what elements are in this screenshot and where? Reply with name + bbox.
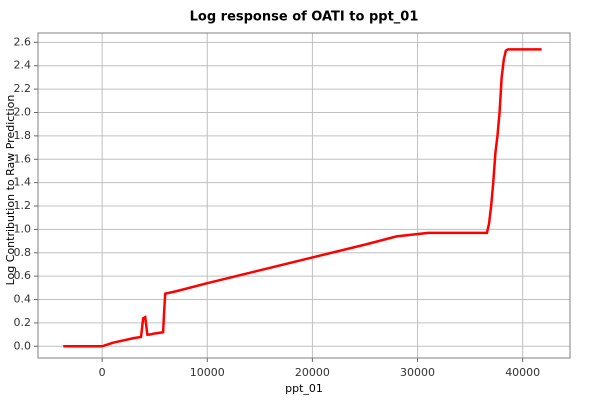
x-tick-label: 10000 bbox=[190, 366, 225, 379]
y-tick-label: 2.4 bbox=[14, 59, 32, 72]
x-tick-label: 20000 bbox=[295, 366, 330, 379]
y-tick-label: 1.4 bbox=[14, 176, 32, 189]
y-tick-label: 0.4 bbox=[14, 293, 32, 306]
y-tick-label: 1.2 bbox=[14, 199, 32, 212]
x-axis-label: ppt_01 bbox=[285, 382, 323, 395]
chart-title: Log response of OATI to ppt_01 bbox=[190, 10, 419, 25]
y-tick-label: 1.6 bbox=[14, 152, 32, 165]
y-tick-label: 2.2 bbox=[14, 82, 32, 95]
y-tick-label: 1.0 bbox=[14, 222, 32, 235]
y-tick-label: 0.6 bbox=[14, 269, 32, 282]
y-tick-label: 1.8 bbox=[14, 129, 32, 142]
x-tick-label: 40000 bbox=[505, 366, 540, 379]
y-tick-label: 0.8 bbox=[14, 246, 32, 259]
y-tick-label: 2.0 bbox=[14, 105, 32, 118]
y-tick-label: 2.6 bbox=[14, 35, 32, 48]
x-tick-label: 30000 bbox=[400, 366, 435, 379]
x-tick-label: 0 bbox=[99, 366, 106, 379]
y-tick-label: 0.0 bbox=[14, 339, 32, 352]
line bbox=[63, 48, 542, 348]
y-tick-label: 0.2 bbox=[14, 316, 32, 329]
plot-frame bbox=[37, 32, 571, 359]
y-axis-label: Log Contribution to Raw Prediction bbox=[4, 95, 17, 286]
